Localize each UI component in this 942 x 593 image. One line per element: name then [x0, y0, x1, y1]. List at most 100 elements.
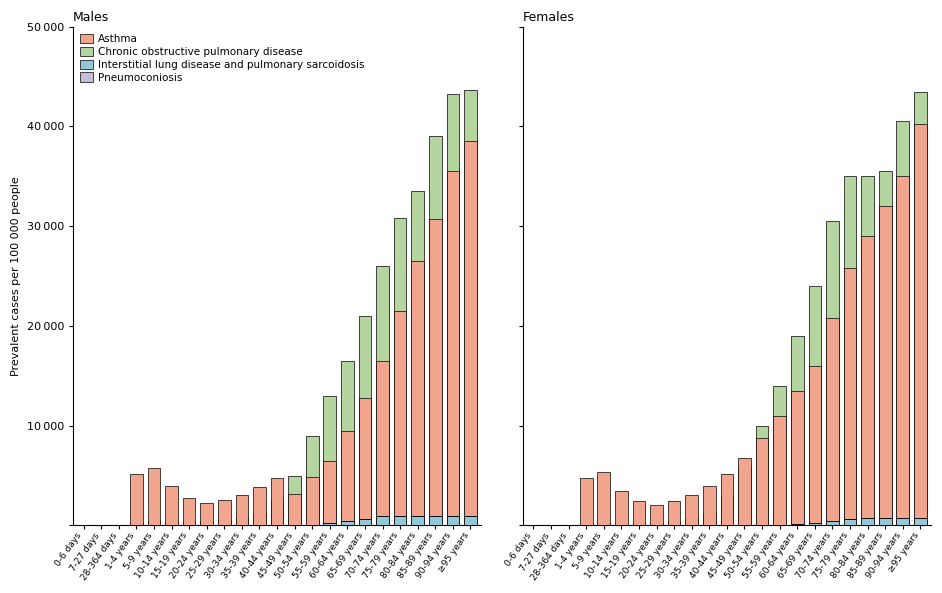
Bar [148, 521, 160, 525]
Bar [323, 396, 336, 525]
Bar [376, 361, 389, 525]
Bar [359, 519, 371, 525]
Bar [650, 524, 663, 525]
Bar [773, 386, 786, 525]
Bar [650, 505, 663, 525]
Text: Males: Males [73, 11, 109, 24]
Bar [165, 522, 178, 525]
Bar [429, 219, 442, 525]
Bar [341, 361, 353, 525]
Bar [580, 477, 593, 525]
Bar [464, 517, 477, 525]
Bar [429, 517, 442, 525]
Bar [808, 286, 821, 525]
Bar [686, 518, 698, 525]
Bar [580, 524, 593, 525]
Bar [359, 316, 371, 525]
Bar [879, 206, 891, 525]
Bar [412, 517, 424, 525]
Bar [808, 366, 821, 525]
Bar [130, 474, 142, 525]
Bar [633, 502, 645, 525]
Bar [914, 518, 927, 525]
Bar [341, 431, 353, 525]
Bar [359, 398, 371, 525]
Bar [447, 171, 459, 525]
Bar [615, 492, 627, 525]
Bar [686, 496, 698, 525]
Bar [879, 518, 891, 525]
Bar [236, 518, 248, 525]
Bar [755, 426, 769, 525]
Bar [844, 176, 856, 525]
Bar [791, 391, 804, 525]
Bar [412, 192, 424, 525]
Bar [165, 486, 178, 525]
Bar [394, 218, 406, 525]
Bar [721, 474, 733, 525]
Bar [755, 438, 769, 525]
Bar [897, 176, 909, 525]
Bar [844, 268, 856, 525]
Bar [376, 266, 389, 525]
Bar [914, 91, 927, 525]
Bar [306, 436, 318, 525]
Bar [633, 524, 645, 525]
Bar [447, 94, 459, 525]
Bar [861, 176, 874, 525]
Bar [218, 500, 231, 525]
Text: Females: Females [523, 11, 575, 24]
Bar [739, 458, 751, 525]
Bar [791, 336, 804, 525]
Bar [183, 522, 195, 525]
Bar [597, 524, 610, 525]
Bar [826, 318, 838, 525]
Bar [791, 524, 804, 525]
Bar [861, 236, 874, 525]
Bar [253, 487, 266, 525]
Bar [773, 416, 786, 525]
Bar [270, 477, 284, 525]
Bar [148, 467, 160, 525]
Bar [394, 517, 406, 525]
Legend: Asthma, Chronic obstructive pulmonary disease, Interstitial lung disease and pul: Asthma, Chronic obstructive pulmonary di… [78, 32, 366, 85]
Bar [879, 171, 891, 525]
Bar [201, 503, 213, 525]
Bar [721, 496, 733, 525]
Bar [288, 476, 300, 525]
Bar [412, 261, 424, 525]
Y-axis label: Prevalent cases per 100 000 people: Prevalent cases per 100 000 people [11, 176, 21, 376]
Bar [668, 521, 680, 525]
Bar [739, 466, 751, 525]
Bar [376, 517, 389, 525]
Bar [703, 486, 716, 525]
Bar [429, 136, 442, 525]
Bar [201, 521, 213, 525]
Bar [218, 519, 231, 525]
Bar [130, 524, 142, 525]
Bar [897, 518, 909, 525]
Bar [668, 502, 680, 525]
Bar [394, 311, 406, 525]
Bar [808, 524, 821, 525]
Bar [703, 514, 716, 525]
Bar [323, 461, 336, 525]
Bar [615, 524, 627, 525]
Bar [253, 514, 266, 525]
Bar [826, 221, 838, 525]
Bar [897, 122, 909, 525]
Bar [914, 125, 927, 525]
Bar [306, 477, 318, 525]
Bar [323, 524, 336, 525]
Bar [288, 495, 300, 525]
Bar [844, 519, 856, 525]
Bar [447, 517, 459, 525]
Bar [597, 471, 610, 525]
Bar [270, 500, 284, 525]
Bar [861, 518, 874, 525]
Bar [464, 141, 477, 525]
Bar [183, 499, 195, 525]
Bar [236, 496, 248, 525]
Bar [341, 521, 353, 525]
Bar [826, 521, 838, 525]
